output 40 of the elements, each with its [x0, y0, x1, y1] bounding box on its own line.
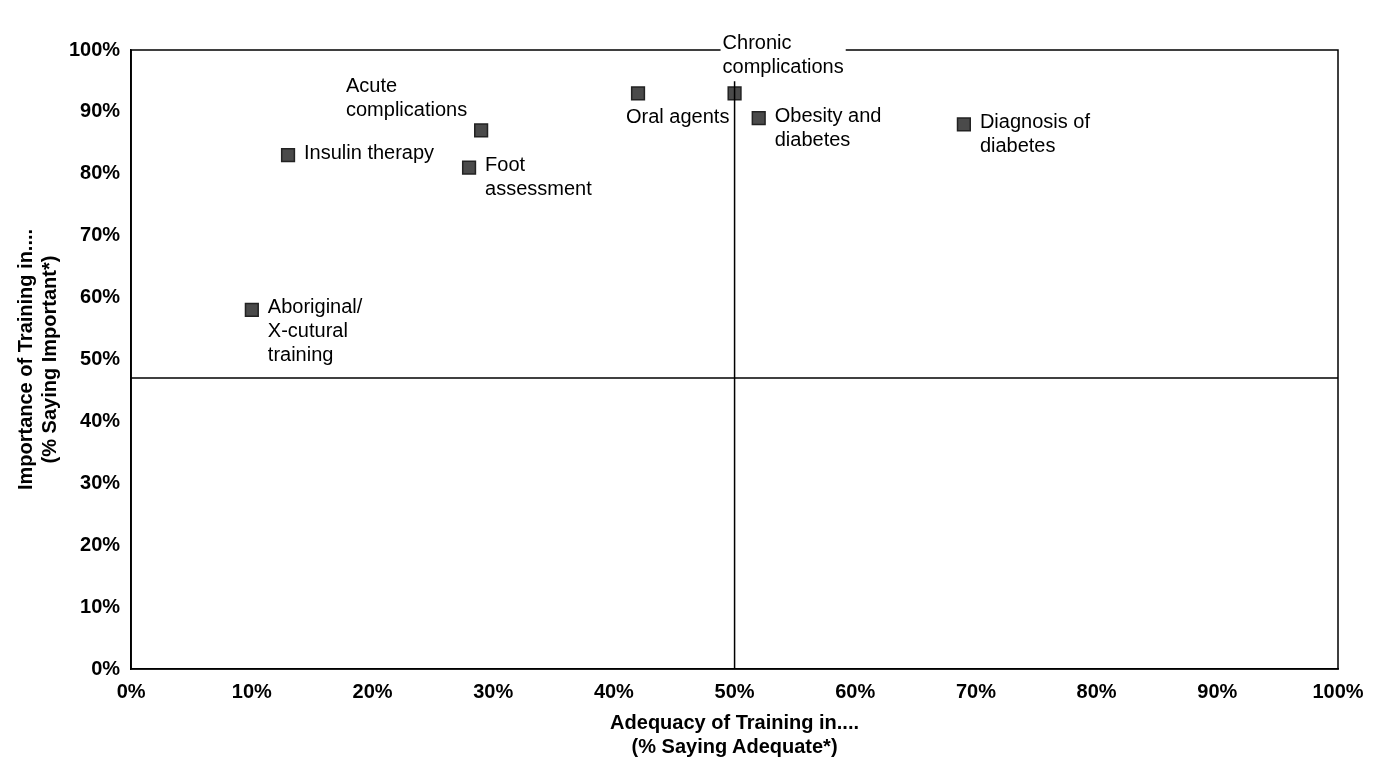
x-tick-label: 70%	[955, 679, 997, 702]
y-tick-label: 100%	[69, 37, 121, 60]
annotation: Aboriginal/ X-cutural training	[267, 295, 363, 366]
x-tick-label: 100%	[1312, 679, 1364, 702]
y-tick-label: 60%	[80, 285, 121, 308]
annotation: Chronic complications	[722, 30, 844, 77]
x-axis-title: Adequacy of Training in.... (% Saying Adequate*)	[610, 710, 860, 757]
point	[630, 86, 646, 101]
point	[280, 148, 296, 163]
x-tick-label: 30%	[473, 679, 514, 702]
x-tick-label: 60%	[835, 679, 876, 702]
y-tick-label: 80%	[80, 161, 121, 184]
point	[244, 302, 259, 318]
x-tick-label: 80%	[1076, 679, 1117, 702]
y-tick-label: 90%	[80, 99, 121, 122]
y-tick-label: 50%	[80, 347, 121, 370]
point	[474, 123, 489, 138]
annotation: Obesity and diabetes	[774, 103, 882, 150]
point	[461, 160, 477, 175]
y-tick-label: 20%	[80, 532, 121, 555]
annotation: Oral agents	[626, 104, 730, 127]
point	[727, 86, 742, 101]
x-tick-label: 40%	[593, 679, 635, 702]
annotation: Diagnosis of diabetes	[979, 109, 1091, 156]
annotation: Insulin therapy	[304, 140, 435, 163]
point	[751, 110, 766, 126]
x-tick-label: 20%	[352, 679, 393, 702]
point	[956, 117, 971, 132]
y-axis-title: Importance of Training in.... (% Saying Important*)	[13, 228, 60, 491]
x-tick-label: 10%	[231, 679, 273, 702]
x-tick-label: 50%	[714, 679, 755, 702]
y-tick-label: 40%	[80, 408, 121, 431]
x-tick-label: 0%	[116, 679, 146, 702]
y-tick-label: 10%	[80, 594, 121, 617]
annotation: Foot assessment	[485, 153, 593, 200]
x-tick-label: 90%	[1197, 679, 1238, 702]
y-tick-label: 0%	[91, 656, 121, 679]
annotation: Acute complications	[345, 73, 468, 120]
y-tick-label: 30%	[80, 470, 121, 493]
y-tick-label: 70%	[80, 223, 121, 246]
